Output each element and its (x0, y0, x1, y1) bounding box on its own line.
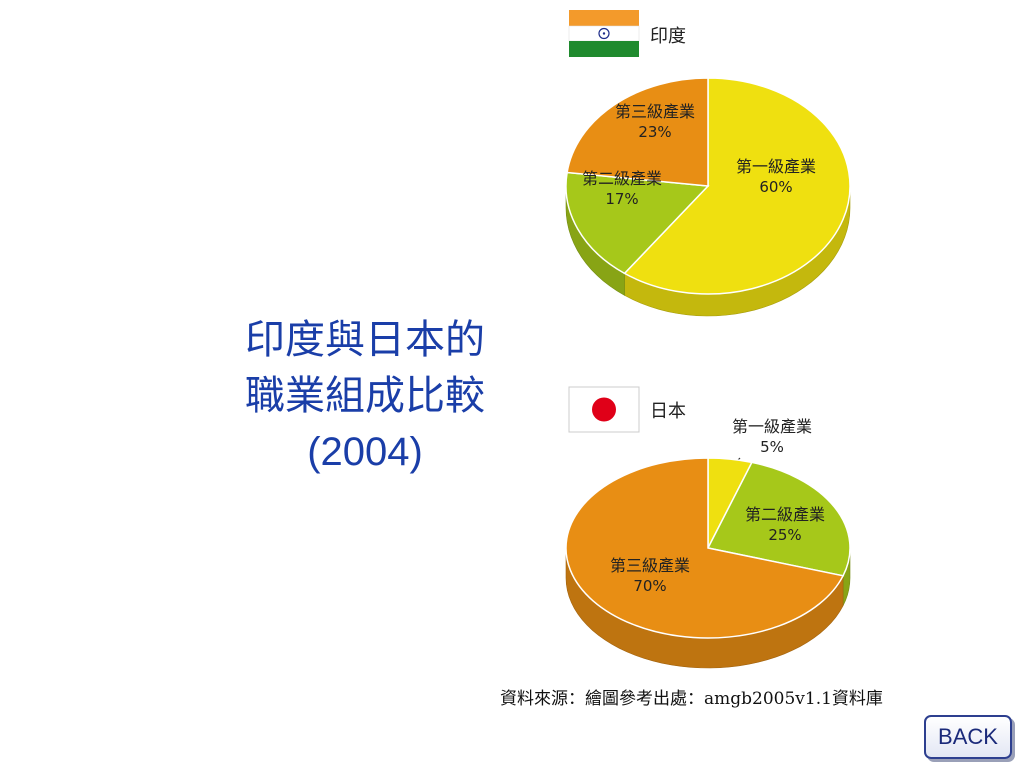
slice-value-0-0: 60% (759, 178, 792, 196)
pie-chart-0: 第一級產業 60% 第二級產業 17% 第三級產業 23% (565, 77, 851, 317)
slice-label-0-1: 第二級產業 (582, 169, 662, 188)
slice-0-1 (565, 171, 710, 275)
source-note: 資料來源：繪圖參考出處：amgb2005v1.1資料庫 (500, 689, 883, 709)
pie-chart-1: 第一級產業 5% 第二級產業 25% 第三級產業 70% (565, 417, 851, 669)
slice-value-1-2: 70% (633, 577, 666, 595)
japan-chart-title: 日本 (650, 401, 686, 422)
slice-value-1-0: 5% (760, 438, 784, 456)
title-line-3: (2004) (307, 430, 423, 474)
slice-value-1-1: 25% (768, 526, 801, 544)
slice-0-0 (623, 77, 851, 295)
slice-label-1-0: 第一級產業 (732, 417, 812, 436)
slice-value-0-1: 17% (605, 190, 638, 208)
title-line-1: 印度與日本的 (245, 317, 485, 363)
slide-title: 印度與日本的 職業組成比較 (2004) (200, 312, 530, 480)
slice-label-1-2: 第三級產業 (610, 556, 690, 575)
slice-value-0-2: 23% (638, 123, 671, 141)
india-chart-title: 印度 (650, 26, 686, 47)
slice-label-0-0: 第一級產業 (736, 157, 816, 176)
slice-1-2 (565, 457, 845, 639)
back-button[interactable]: BACK (924, 715, 1012, 759)
slice-label-0-2: 第三級產業 (615, 102, 695, 121)
title-line-2: 職業組成比較 (245, 373, 485, 419)
slice-1-1 (706, 461, 851, 577)
india-flag-icon (568, 10, 640, 57)
japan-flag-icon (568, 386, 640, 433)
slice-0-2 (566, 77, 709, 187)
slice-label-1-1: 第二級產業 (745, 505, 825, 524)
